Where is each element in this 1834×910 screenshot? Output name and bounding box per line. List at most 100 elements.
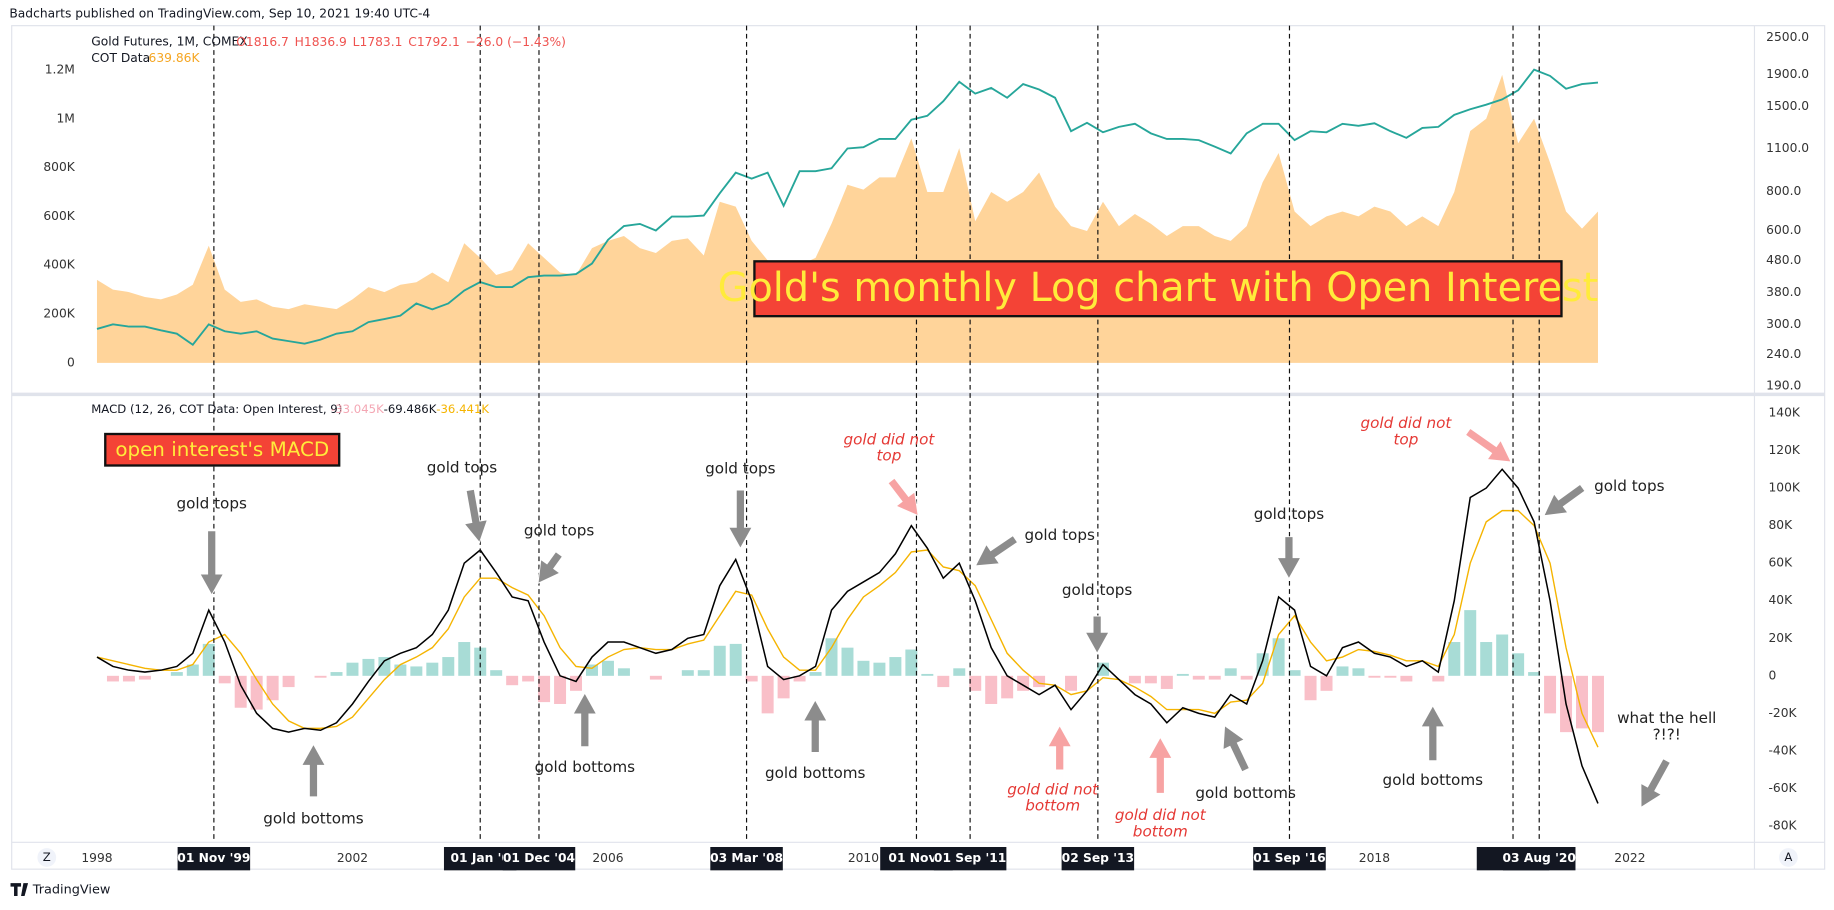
legend-ohlc-item: O1816.7 xyxy=(236,35,289,49)
histogram-bar xyxy=(729,643,742,676)
histogram-bar xyxy=(586,664,598,676)
histogram-bar xyxy=(1352,668,1365,676)
histogram-bar xyxy=(442,657,455,676)
annotation: top xyxy=(876,447,901,465)
arrow xyxy=(974,534,1019,567)
histogram-bar xyxy=(346,662,359,676)
marker-label: 02 Sep '13 xyxy=(1062,851,1134,865)
histogram-bar xyxy=(362,658,375,676)
y-tick-label: 80K xyxy=(1769,518,1794,532)
legend-macd-hist: -33.045K xyxy=(331,402,384,416)
y2-tick-label: 190.0 xyxy=(1766,379,1801,393)
histogram-bar xyxy=(889,657,902,676)
histogram-bar xyxy=(809,672,822,676)
x-tick-label: 2010 xyxy=(848,851,879,865)
y-tick-label: 20K xyxy=(1769,631,1794,645)
histogram-bar xyxy=(1591,675,1604,733)
arrow xyxy=(1543,483,1586,517)
subtitle: open interest's MACD xyxy=(115,438,329,461)
annotation: gold tops xyxy=(176,495,247,513)
histogram-bar xyxy=(1096,662,1109,676)
legend-ohlc-item: L1783.1 xyxy=(353,35,403,49)
histogram-bar xyxy=(1001,675,1014,699)
header: Badcharts published on TradingView.com, … xyxy=(9,7,430,21)
histogram-bar xyxy=(106,675,119,682)
annotation: gold bottoms xyxy=(1383,771,1484,789)
button-bg[interactable] xyxy=(1779,848,1798,867)
marker-box xyxy=(933,847,1007,871)
marker-label: 01 Sep '11 xyxy=(934,851,1006,865)
histogram-bar xyxy=(1224,668,1237,676)
y-tick-label: -60K xyxy=(1769,781,1798,795)
button-z[interactable]: Z xyxy=(43,850,51,864)
marker-box xyxy=(1502,847,1576,871)
annotation: gold tops xyxy=(1024,526,1095,544)
y2-tick-label: 1900.0 xyxy=(1766,67,1809,81)
histogram-bar xyxy=(649,675,662,680)
annotation: gold bottoms xyxy=(535,758,636,776)
button-bg[interactable] xyxy=(37,848,57,867)
histogram-bar xyxy=(873,662,886,676)
histogram-bar xyxy=(1384,675,1397,678)
subtitle-banner xyxy=(104,432,341,467)
histogram-bar xyxy=(138,675,151,680)
annotation: gold bottoms xyxy=(765,764,866,782)
legend-gold: Gold Futures, 1M, COMEX xyxy=(91,35,248,49)
histogram-bar xyxy=(426,662,439,676)
histogram-bar xyxy=(1192,675,1205,680)
histogram-bar xyxy=(218,675,231,684)
histogram-bar xyxy=(1336,666,1349,676)
histogram-bar xyxy=(1368,675,1381,678)
histogram-bar xyxy=(1512,653,1525,676)
button-a[interactable]: A xyxy=(1784,850,1792,864)
logo xyxy=(10,883,29,896)
histogram-bar xyxy=(394,664,407,676)
y-tick-label: 60K xyxy=(1769,556,1794,570)
macd-line xyxy=(96,468,1599,804)
legend-macd-line: -69.486K xyxy=(384,402,437,416)
histogram-bar xyxy=(234,675,247,708)
y-tick-label: 400K xyxy=(43,258,75,272)
y2-tick-label: 800.0 xyxy=(1766,184,1801,198)
legend-macd: MACD (12, 26, COT Data: Open Interest, 9… xyxy=(91,402,342,416)
histogram-bar xyxy=(1528,672,1541,676)
x-tick-label: 2022 xyxy=(1614,851,1645,865)
chart-title: Gold's monthly Log chart with Open Inter… xyxy=(718,265,1599,311)
annotation: gold bottoms xyxy=(1195,784,1296,802)
legend-cot: COT Data xyxy=(91,51,150,65)
histogram-bar xyxy=(1400,675,1413,682)
histogram-bar xyxy=(937,675,950,688)
histogram-bar xyxy=(1496,634,1509,676)
arrow xyxy=(572,692,598,748)
histogram-bar xyxy=(921,673,934,676)
arrow xyxy=(887,477,919,517)
y2-tick-label: 380.0 xyxy=(1766,285,1801,299)
histogram-bar xyxy=(617,668,630,676)
histogram-bar xyxy=(697,670,710,676)
histogram-bar xyxy=(122,675,135,682)
y2-tick-label: 480.0 xyxy=(1766,253,1801,267)
annotation: gold did not xyxy=(844,430,936,448)
annotation: gold tops xyxy=(524,521,595,539)
histogram-bar xyxy=(314,675,327,678)
histogram-bar xyxy=(506,675,519,686)
y2-tick-label: 1100.0 xyxy=(1766,141,1809,155)
histogram-bar xyxy=(601,660,614,676)
y2-tick-label: 1500.0 xyxy=(1766,99,1809,113)
y-tick-label: 1M xyxy=(56,111,74,125)
y-tick-label: 1.2M xyxy=(45,63,75,77)
annotation: gold did not xyxy=(1007,780,1099,798)
histogram-bar xyxy=(410,666,423,676)
y-tick-label: 200K xyxy=(43,307,75,321)
arrow xyxy=(1420,704,1446,762)
histogram-bar xyxy=(1448,642,1461,676)
arrow xyxy=(463,488,489,544)
histogram-bar xyxy=(538,675,551,703)
histogram-bar xyxy=(713,645,726,676)
arrow xyxy=(727,489,753,550)
histogram-bar xyxy=(1065,675,1078,691)
annotation: bottom xyxy=(1025,797,1080,815)
legend-ohlc-item: C1792.1 xyxy=(408,35,459,49)
arrow xyxy=(1147,736,1173,794)
histogram-bar xyxy=(1576,675,1588,729)
